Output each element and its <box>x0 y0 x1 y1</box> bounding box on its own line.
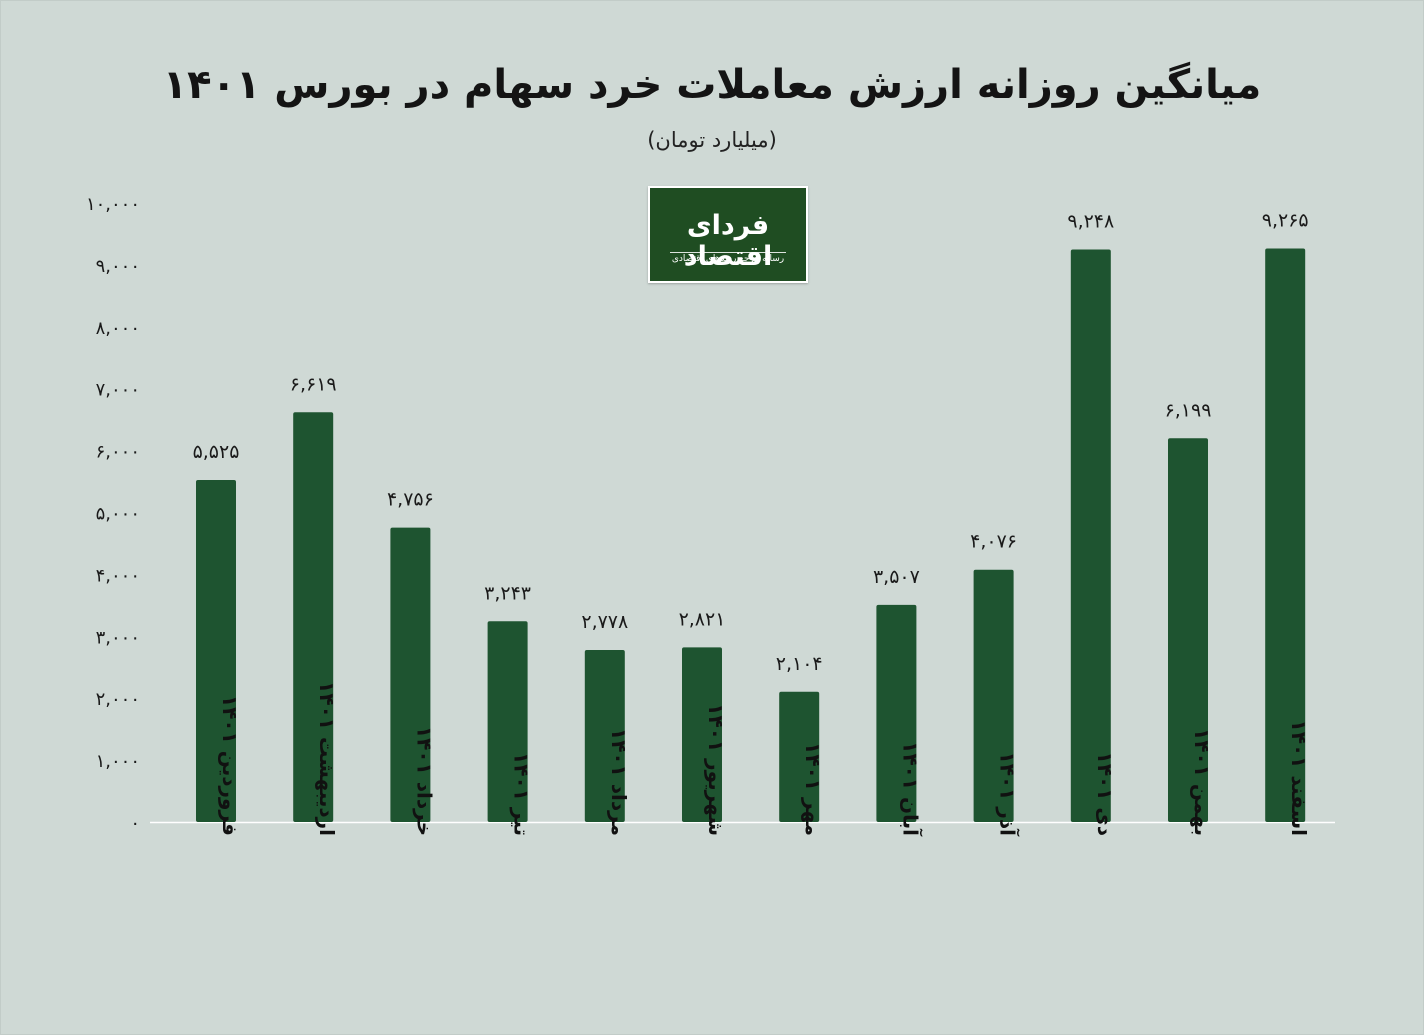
bar <box>584 650 625 822</box>
x-tick-label: خرداد ۱۴۰۱ <box>412 726 436 836</box>
bar <box>196 480 236 822</box>
brand-logo: فردای اقتصاد رسانه مرجع روندهای اقتصادی <box>648 186 808 283</box>
x-tick-label: بهمن ۱۴۰۱ <box>1190 728 1214 836</box>
data-label: ۳,۵۰۷ <box>873 566 920 588</box>
x-tick-label: تیر ۱۴۰۱ <box>510 752 534 836</box>
bar <box>876 604 917 822</box>
y-tick-label: ۰ <box>130 813 140 834</box>
data-label: ۹,۲۶۵ <box>1262 209 1309 231</box>
data-label: ۵,۵۲۵ <box>193 441 240 463</box>
chart-subtitle: (میلیارد تومان) <box>647 128 777 152</box>
y-tick-label: ۷,۰۰۰ <box>96 380 140 401</box>
bar <box>779 691 820 822</box>
x-tick-label: اسفند ۱۴۰۱ <box>1287 720 1311 836</box>
logo-divider <box>670 252 786 253</box>
x-tick-label: دی ۱۴۰۱ <box>1093 752 1117 836</box>
logo-tagline: رسانه مرجع روندهای اقتصادی <box>671 254 785 264</box>
bar <box>390 527 431 822</box>
y-tick-label: ۱,۰۰۰ <box>96 751 140 772</box>
x-tick-label: فروردین ۱۴۰۱ <box>218 695 242 836</box>
chart-title: میانگین روزانه ارزش معاملات خرد سهام در … <box>162 62 1262 108</box>
data-label: ۲,۸۲۱ <box>679 608 726 630</box>
data-label: ۶,۱۹۹ <box>1165 399 1212 421</box>
logo-name: فردای اقتصاد <box>683 210 773 272</box>
bar <box>682 647 722 822</box>
y-tick-label: ۹,۰۰۰ <box>96 256 140 277</box>
bar <box>1265 248 1306 822</box>
y-tick-label: ۳,۰۰۰ <box>96 627 140 648</box>
y-tick-label: ۶,۰۰۰ <box>96 442 140 463</box>
x-tick-label: مرداد ۱۴۰۱ <box>607 728 631 836</box>
bar <box>1168 438 1208 822</box>
y-tick-label: ۲,۰۰۰ <box>96 689 140 710</box>
data-label: ۹,۲۴۸ <box>1067 211 1114 233</box>
y-tick-label: ۵,۰۰۰ <box>96 504 140 525</box>
y-tick-label: ۱۰,۰۰۰ <box>86 194 140 215</box>
bar <box>293 412 334 822</box>
data-label: ۴,۰۷۶ <box>970 531 1017 553</box>
bar <box>487 621 528 822</box>
data-label: ۳,۲۴۳ <box>484 582 531 604</box>
bar <box>1070 249 1111 822</box>
data-label: ۲,۱۰۴ <box>776 653 823 675</box>
y-tick-label: ۴,۰۰۰ <box>96 565 140 586</box>
x-tick-label: شهریور ۱۴۰۱ <box>704 703 728 836</box>
data-label: ۶,۶۱۹ <box>290 373 337 395</box>
bar <box>973 569 1014 822</box>
data-label: ۲,۷۷۸ <box>581 611 628 633</box>
x-tick-label: اردیبهشت ۱۴۰۱ <box>315 681 339 836</box>
x-tick-label: آبان ۱۴۰۱ <box>898 741 923 837</box>
y-tick-label: ۸,۰۰۰ <box>96 318 140 339</box>
x-tick-label: مهر ۱۴۰۱ <box>801 742 825 836</box>
x-tick-label: آذر ۱۴۰۱ <box>996 752 1021 838</box>
data-label: ۴,۷۵۶ <box>387 489 434 511</box>
